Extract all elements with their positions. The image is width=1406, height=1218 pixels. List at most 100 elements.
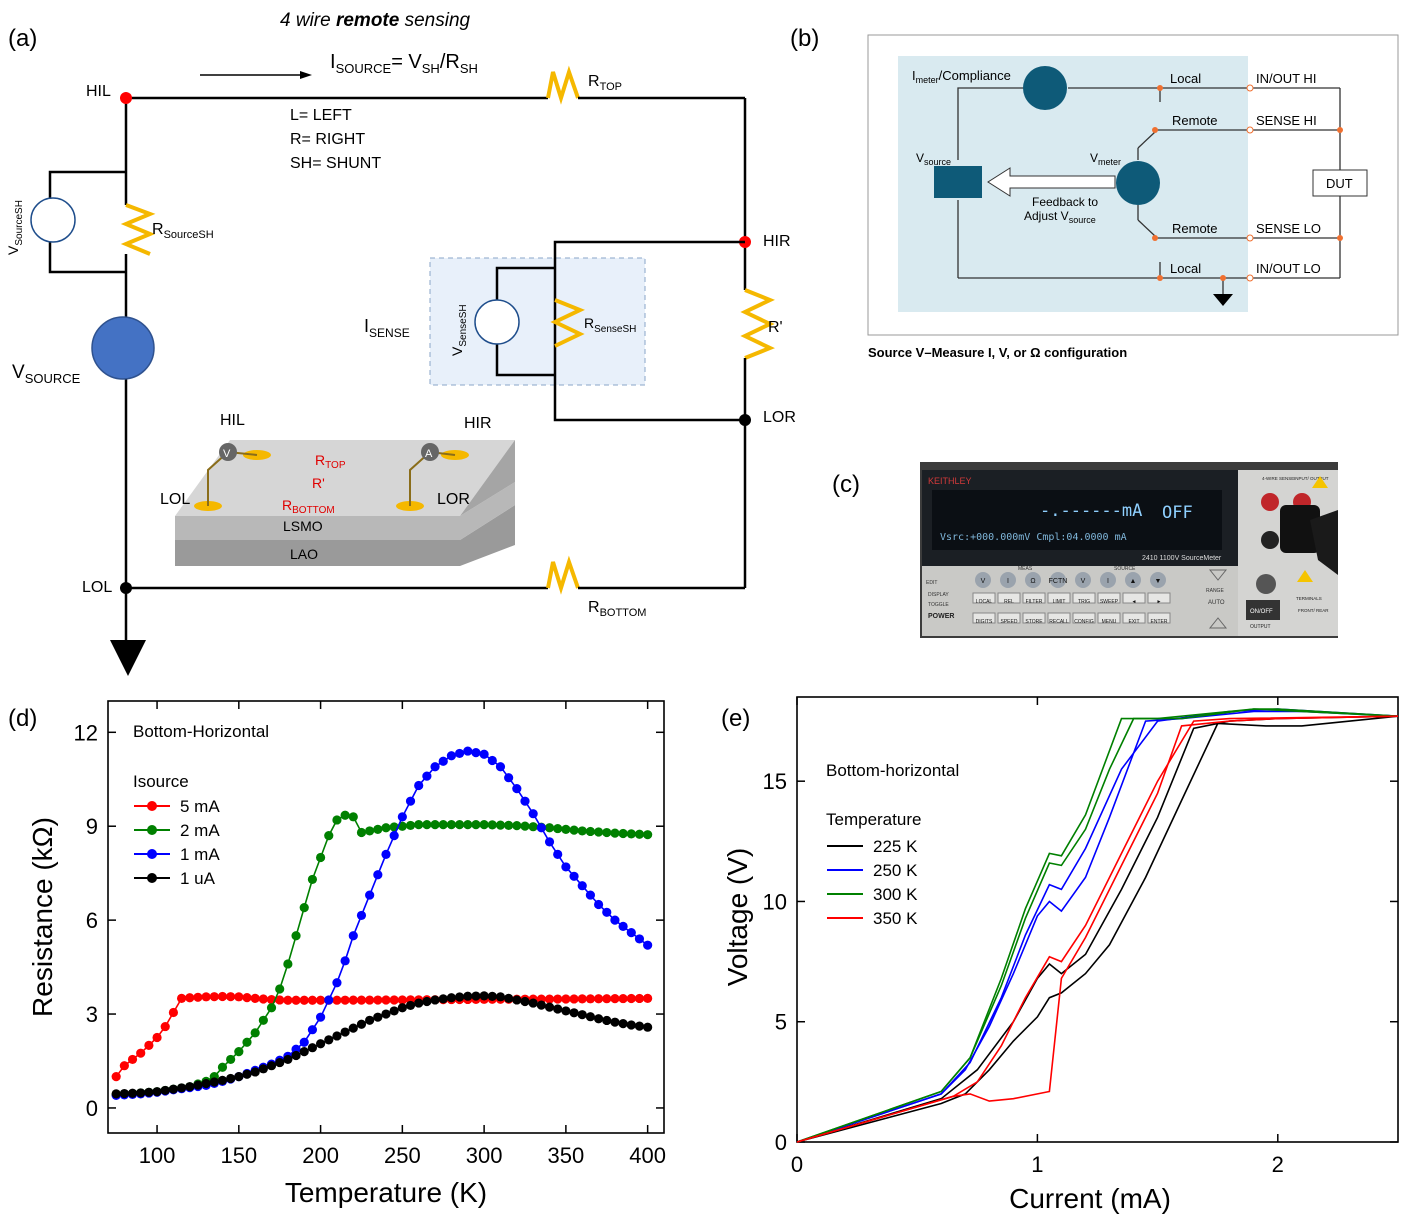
data-point [602,994,612,1004]
onoff-label: ON/OFF [1250,609,1273,615]
data-point [373,824,383,834]
instrument-button-label: I [1007,578,1009,585]
data-point [544,837,555,847]
data-point [332,978,342,988]
data-point [266,1061,277,1071]
data-point [283,959,293,969]
data-point [504,820,514,830]
instrument-button [1025,572,1041,588]
instrument-button [1075,572,1091,588]
data-point [643,830,653,840]
imeter-wire-left [957,87,1045,160]
contact-remote-hi [1152,127,1158,133]
lsmo-layer-side [175,482,515,540]
data-point [226,1054,236,1065]
node-hil-label: HIL [86,83,111,100]
data-point [119,1061,129,1071]
data-point [528,822,538,832]
r-sense-sh-label: RSenseSH [584,315,636,335]
sense-lo-label: SENSE LO [1256,221,1321,236]
data-point [504,993,514,1003]
legend-entry: 5 mA [180,797,220,816]
data-point [299,995,309,1005]
data-point [430,820,440,830]
inset-voltmeter [219,443,237,461]
data-point [291,931,301,941]
data-point [438,994,448,1004]
data-point [569,825,579,835]
inout-hi-label: IN/OUT HI [1256,71,1316,86]
legend-marker [147,849,157,859]
instrument-button-label: LIMIT [1053,599,1066,605]
sense-shunt-box [429,257,646,386]
data-point [561,994,571,1004]
vsource-label: Vsource [916,151,951,167]
power-knob [1256,574,1276,594]
panel-b: (b) [790,25,1399,360]
dut-box [1312,169,1368,197]
x-tick-label: 1 [1031,1152,1043,1177]
chart-e-ticks: 0 1 2 0 5 10 15 [763,697,1398,1177]
feedback-label-1: Feedback to [1032,195,1098,209]
instrument-button [1150,572,1166,588]
data-point [168,1084,179,1094]
instrument-button [1072,592,1096,604]
data-point [176,993,187,1003]
instrument-button-label: Ω [1030,578,1035,585]
instrument-button-label: RECALL [1049,619,1069,625]
current-arrowhead [300,71,312,79]
legend-marker [147,801,157,811]
display-line2: Vsrc:+000.000mV Cmpl:04.0000 mA [940,532,1127,543]
instrument-button-label: ▲ [1130,578,1137,585]
data-point [275,1057,285,1068]
data-point [430,762,440,772]
data-point [348,1023,358,1033]
source-label: SOURCE [1114,566,1136,572]
data-point [602,907,612,917]
dut-label: DUT [1326,176,1353,191]
data-point [160,1021,170,1032]
instrument-button-label: FILTER [1026,599,1043,605]
x-tick-label: 250 [384,1143,421,1168]
data-point [258,994,268,1004]
inset-lao: LAO [290,546,318,562]
data-point [520,996,530,1007]
data-point [348,931,358,941]
data-point [405,1000,416,1011]
data-point [217,1075,228,1086]
imeter-circle [1023,66,1067,110]
y-tick-label: 5 [775,1010,787,1035]
x-tick-label: 150 [220,1143,257,1168]
panel-c-label: (c) [832,471,860,498]
data-point [193,992,203,1002]
data-point [291,1050,301,1061]
r-top-resistor [546,65,580,105]
data-point [315,1012,326,1022]
r-bottom-resistor [546,555,580,595]
data-point [111,1072,121,1082]
data-point [544,994,555,1004]
instrument-button [1022,592,1046,604]
data-point [479,991,489,1001]
terminal-inout-hi [1246,84,1254,92]
data-point [275,995,285,1005]
data-point [299,903,309,913]
ground-symbol [110,640,146,676]
inout-lo-label: IN/OUT LO [1256,261,1321,276]
data-point [365,1015,375,1025]
button-row-1: V I Ω FCTN V I ▲ ▼ [975,572,1166,588]
data-point [454,748,465,759]
onoff-button [1246,600,1280,620]
data-point [593,1014,604,1024]
data-point [160,1085,170,1096]
data-point [381,849,391,859]
y-tick-label: 0 [86,1096,98,1121]
inset-hir: HIR [464,415,492,432]
data-point [356,995,367,1005]
data-point [602,827,612,838]
chart-e-series [796,708,1399,1143]
data-point [569,871,579,881]
data-point [127,1054,138,1065]
y-tick-label: 12 [74,720,98,745]
data-point [136,1088,146,1098]
